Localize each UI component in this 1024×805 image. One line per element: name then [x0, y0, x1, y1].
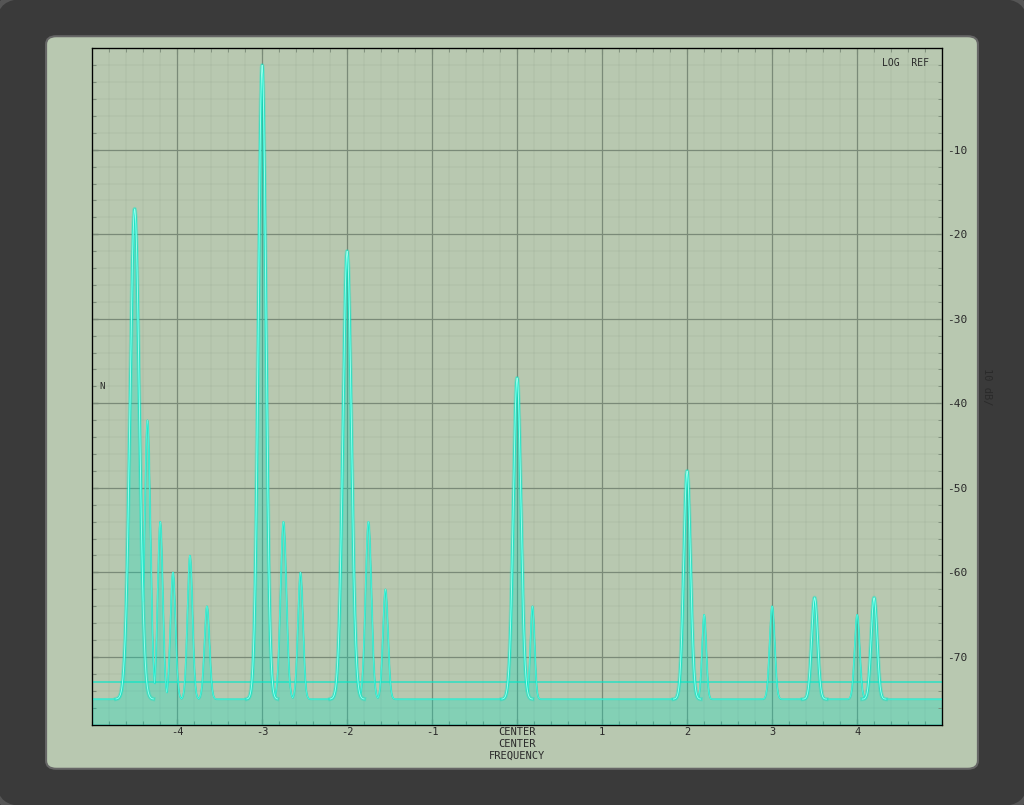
Text: N: N [99, 382, 104, 391]
FancyBboxPatch shape [46, 36, 978, 769]
Y-axis label: 10 dB/: 10 dB/ [982, 368, 992, 405]
Text: LOG  REF: LOG REF [883, 59, 930, 68]
X-axis label: CENTER
FREQUENCY: CENTER FREQUENCY [489, 739, 545, 760]
